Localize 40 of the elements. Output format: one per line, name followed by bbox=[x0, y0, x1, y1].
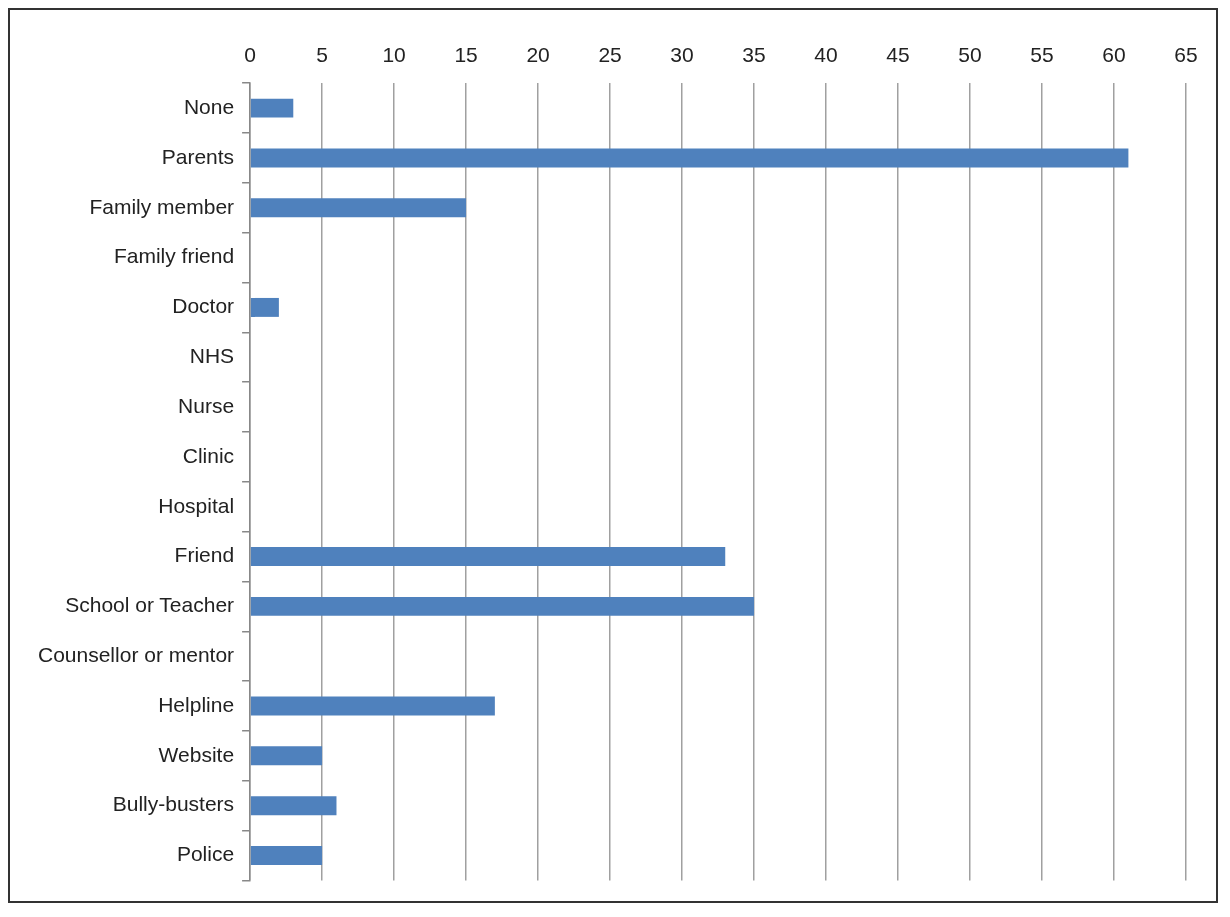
y-tick-label: Website bbox=[158, 742, 235, 766]
x-tick-label: 40 bbox=[814, 43, 838, 67]
y-tick-label: Police bbox=[176, 842, 235, 866]
x-tick-label: 10 bbox=[382, 43, 406, 67]
bar bbox=[250, 596, 755, 616]
x-tick-label: 20 bbox=[526, 43, 550, 67]
y-tick-label: Doctor bbox=[172, 294, 235, 318]
y-tick-label: None bbox=[183, 94, 235, 118]
x-tick-label: 55 bbox=[1030, 43, 1054, 67]
y-tick-label: Family member bbox=[89, 194, 235, 218]
bar bbox=[250, 846, 323, 865]
bar bbox=[250, 148, 1129, 168]
bar bbox=[250, 198, 467, 218]
y-tick-label: Clinic bbox=[182, 443, 235, 467]
bar bbox=[250, 796, 337, 816]
x-tick-label: 60 bbox=[1102, 43, 1126, 67]
y-tick-label: Helpline bbox=[158, 692, 235, 716]
y-tick-label: NHS bbox=[189, 344, 235, 368]
bar bbox=[250, 696, 495, 716]
x-tick-label: 65 bbox=[1174, 43, 1198, 67]
x-tick-label: 45 bbox=[886, 43, 910, 67]
y-tick-label: Bully-busters bbox=[112, 792, 235, 816]
x-tick-label: 30 bbox=[670, 43, 694, 67]
x-tick-label: 35 bbox=[742, 43, 766, 67]
x-tick-label: 15 bbox=[454, 43, 478, 67]
y-tick-label: Counsellor or mentor bbox=[37, 642, 235, 666]
y-tick-label: School or Teacher bbox=[65, 593, 235, 617]
y-tick-label: Friend bbox=[174, 543, 235, 567]
y-tick-label: Hospital bbox=[158, 493, 235, 517]
bar bbox=[250, 98, 294, 118]
bar bbox=[250, 547, 726, 566]
x-tick-label: 0 bbox=[244, 43, 256, 67]
x-tick-label: 25 bbox=[598, 43, 622, 67]
y-tick-label: Family friend bbox=[113, 244, 235, 268]
y-tick-label: Nurse bbox=[178, 393, 235, 417]
y-tick-label: Parents bbox=[161, 144, 235, 168]
x-tick-label: 50 bbox=[958, 43, 982, 67]
bar bbox=[250, 297, 279, 317]
bar bbox=[250, 746, 323, 766]
x-tick-label: 5 bbox=[316, 43, 328, 67]
